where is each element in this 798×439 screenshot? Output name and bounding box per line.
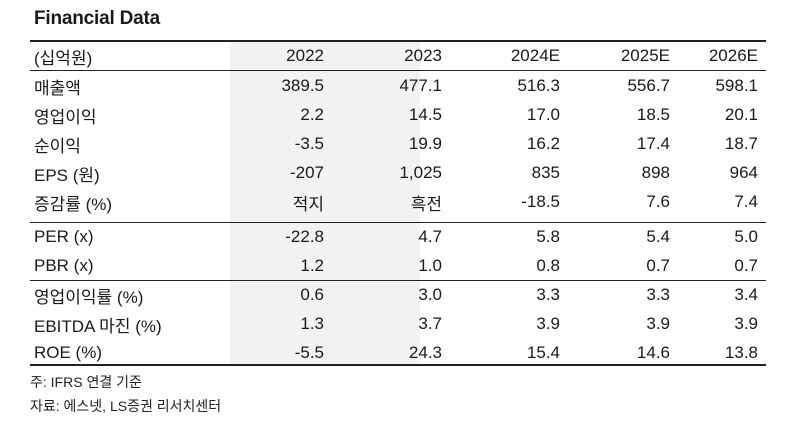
row-label: ROE (%) bbox=[34, 343, 102, 362]
table-cell: 2.2 bbox=[300, 105, 324, 124]
table-cell: 0.7 bbox=[646, 256, 670, 275]
row-label: 매출액 bbox=[34, 78, 81, 98]
year-header: 2025E bbox=[620, 46, 670, 65]
table-cell: -22.8 bbox=[285, 227, 324, 246]
table-cell: 477.1 bbox=[399, 76, 442, 95]
table-cell: 18.5 bbox=[636, 105, 670, 124]
table-cell: 19.9 bbox=[408, 134, 442, 153]
section-rule-2 bbox=[30, 280, 766, 281]
table-cell: 3.3 bbox=[646, 285, 670, 304]
table-cell: 18.7 bbox=[724, 134, 758, 153]
table-cell: 16.2 bbox=[526, 134, 560, 153]
row-label: EBITDA 마진 (%) bbox=[34, 316, 162, 336]
table-cell: 20.1 bbox=[724, 105, 758, 124]
table-cell: 0.7 bbox=[734, 256, 758, 275]
row-label: 순이익 bbox=[34, 136, 81, 156]
table-cell: 17.0 bbox=[526, 105, 560, 124]
table-cell: -18.5 bbox=[521, 192, 560, 211]
table-row: PER (x) -22.8 4.7 5.8 5.4 5.0 bbox=[30, 223, 766, 251]
table-cell: 3.4 bbox=[734, 285, 758, 304]
table-row: EPS (원) -207 1,025 835 898 964 bbox=[30, 159, 766, 187]
footnote-source: 자료: 에스넷, LS증권 리서치센터 bbox=[30, 398, 222, 414]
table-row: 매출액 389.5 477.1 516.3 556.7 598.1 bbox=[30, 72, 766, 100]
table-cell: 17.4 bbox=[636, 134, 670, 153]
table-cell: 5.0 bbox=[734, 227, 758, 246]
year-header: 2026E bbox=[708, 46, 758, 65]
section-rule-1 bbox=[30, 222, 766, 223]
table-cell: 1,025 bbox=[399, 163, 442, 182]
header-rule bbox=[30, 70, 766, 71]
row-label: PER (x) bbox=[34, 227, 94, 246]
table-cell: 556.7 bbox=[627, 76, 670, 95]
table-row: 영업이익 2.2 14.5 17.0 18.5 20.1 bbox=[30, 101, 766, 129]
table-row: 영업이익률 (%) 0.6 3.0 3.3 3.3 3.4 bbox=[30, 281, 766, 309]
table-cell: 14.5 bbox=[408, 105, 442, 124]
year-header: 2023 bbox=[404, 46, 442, 65]
table-cell: 1.3 bbox=[300, 314, 324, 333]
table-cell: 3.3 bbox=[536, 285, 560, 304]
table-row: 증감률 (%) 적지 흑전 -18.5 7.6 7.4 bbox=[30, 188, 766, 216]
row-label: 영업이익률 (%) bbox=[34, 287, 144, 307]
table-cell: 7.4 bbox=[734, 192, 758, 211]
table-cell: 5.4 bbox=[646, 227, 670, 246]
table-cell: 3.0 bbox=[418, 285, 442, 304]
table-title: Financial Data bbox=[34, 8, 161, 29]
footnote-basis: 주: IFRS 연결 기준 bbox=[30, 374, 142, 390]
table-cell: 3.9 bbox=[646, 314, 670, 333]
table-cell: -5.5 bbox=[294, 343, 324, 362]
table-cell: -3.5 bbox=[294, 134, 324, 153]
table-cell: 598.1 bbox=[715, 76, 758, 95]
table-cell: 3.9 bbox=[734, 314, 758, 333]
unit-label: (십억원) bbox=[34, 48, 93, 68]
row-label: PBR (x) bbox=[34, 256, 94, 275]
table-cell: 4.7 bbox=[418, 227, 442, 246]
table-row: EBITDA 마진 (%) 1.3 3.7 3.9 3.9 3.9 bbox=[30, 310, 766, 338]
historical-columns-shade bbox=[230, 42, 420, 364]
table-header-row: (십억원) 2022 2023 2024E 2025E 2026E bbox=[30, 42, 766, 70]
table-cell: 1.2 bbox=[300, 256, 324, 275]
table-cell: 3.9 bbox=[536, 314, 560, 333]
table-row: ROE (%) -5.5 24.3 15.4 14.6 13.8 bbox=[30, 339, 766, 367]
table-cell: 15.4 bbox=[526, 343, 560, 362]
table-cell: 3.7 bbox=[418, 314, 442, 333]
table-cell: 835 bbox=[531, 163, 560, 182]
table-cell: 0.6 bbox=[300, 285, 324, 304]
year-header: 2022 bbox=[286, 46, 324, 65]
top-rule bbox=[30, 40, 766, 42]
table-cell: 389.5 bbox=[281, 76, 324, 95]
row-label: 영업이익 bbox=[34, 107, 97, 127]
table-row: PBR (x) 1.2 1.0 0.8 0.7 0.7 bbox=[30, 252, 766, 280]
row-label: EPS (원) bbox=[34, 165, 100, 185]
table-cell: 5.8 bbox=[536, 227, 560, 246]
table-cell: 24.3 bbox=[408, 343, 442, 362]
table-cell: 0.8 bbox=[536, 256, 560, 275]
table-cell: 적지 bbox=[292, 194, 324, 214]
table-cell: -207 bbox=[289, 163, 324, 182]
table-cell: 13.8 bbox=[724, 343, 758, 362]
table-cell: 7.6 bbox=[646, 192, 670, 211]
table-cell: 898 bbox=[641, 163, 670, 182]
table-row: 순이익 -3.5 19.9 16.2 17.4 18.7 bbox=[30, 130, 766, 158]
year-header: 2024E bbox=[510, 46, 560, 65]
table-cell: 964 bbox=[729, 163, 758, 182]
table-cell: 1.0 bbox=[418, 256, 442, 275]
table-cell: 516.3 bbox=[517, 76, 560, 95]
table-cell: 흑전 bbox=[410, 194, 442, 214]
row-label: 증감률 (%) bbox=[34, 194, 113, 214]
table-cell: 14.6 bbox=[636, 343, 670, 362]
bottom-rule bbox=[30, 364, 766, 366]
